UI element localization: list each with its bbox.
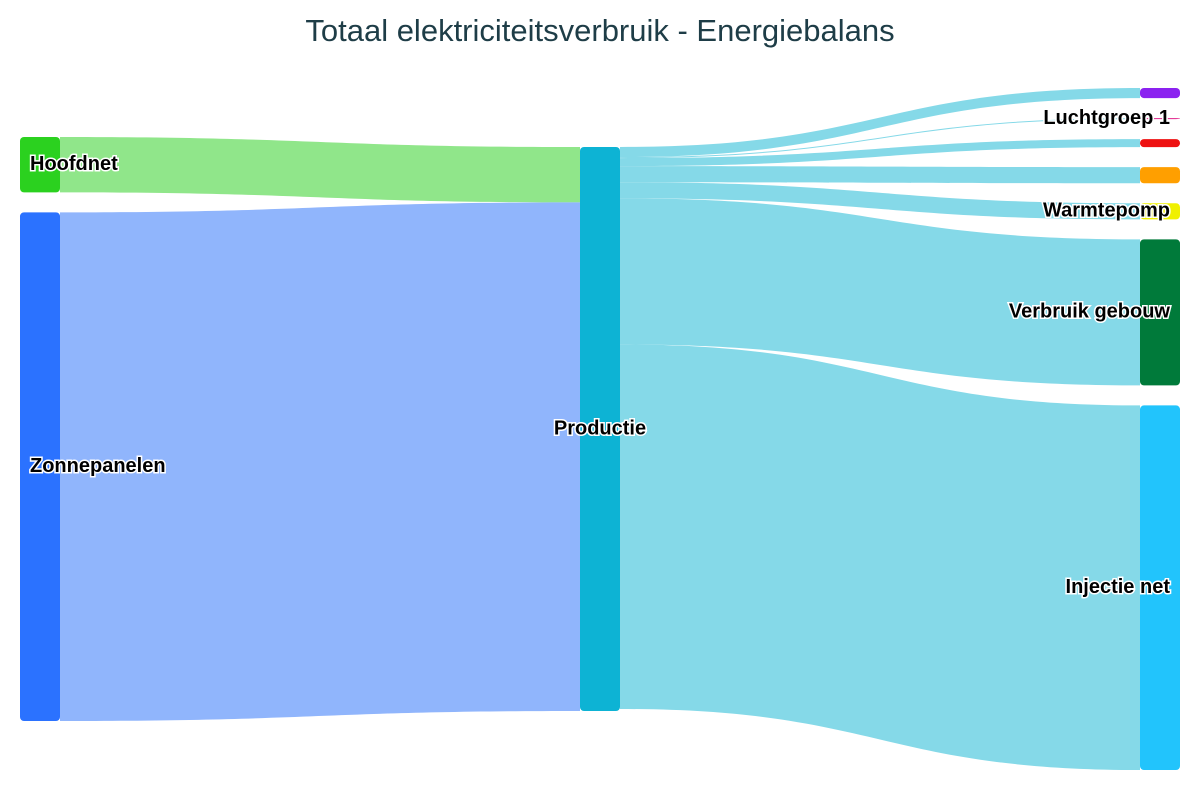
link <box>620 139 1140 167</box>
link <box>60 136 580 203</box>
node <box>1140 118 1180 120</box>
node-label: Productie <box>554 417 646 439</box>
node-label: Hoofdnet <box>30 153 118 175</box>
node <box>1140 167 1180 184</box>
node <box>20 212 60 722</box>
node <box>1140 88 1180 99</box>
link <box>620 118 1140 159</box>
labels: Hoofdnet Zonnepanelen Productie Luchtgroep … <box>29 105 1172 599</box>
link <box>620 198 1140 386</box>
node-label: Warmtepomp <box>1043 200 1170 222</box>
node <box>1140 405 1180 770</box>
link <box>620 88 1140 158</box>
node <box>20 136 60 193</box>
node-label: Verbruik gebouw <box>1009 301 1171 323</box>
node <box>1140 239 1180 386</box>
node-label: Luchtgroep 1 <box>1043 107 1170 129</box>
node <box>1140 139 1180 148</box>
node <box>1140 203 1180 220</box>
links <box>60 88 1140 770</box>
link <box>60 202 580 722</box>
link <box>620 182 1140 220</box>
node-label: Injectie net <box>1066 576 1171 598</box>
chart-title: Totaal elektriciteitsverbruik - Energieb… <box>305 13 894 48</box>
node-label: Zonnepanelen <box>30 455 166 477</box>
nodes <box>20 88 1180 770</box>
node <box>580 146 620 712</box>
link <box>620 166 1140 184</box>
link <box>620 344 1140 770</box>
